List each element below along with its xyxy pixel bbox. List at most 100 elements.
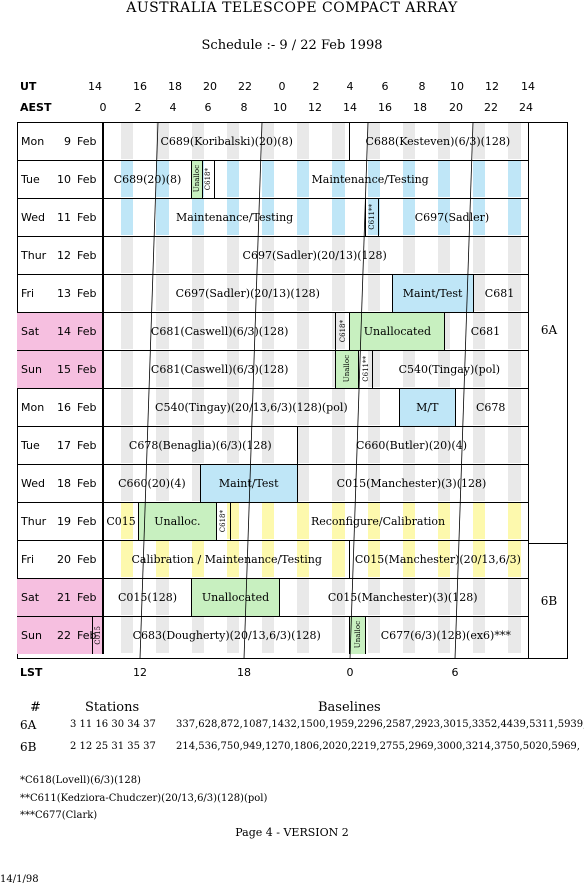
block-label: C015	[106, 514, 136, 528]
day-name: Thur	[21, 514, 47, 528]
time-stripe	[191, 541, 204, 577]
time-stripe	[121, 503, 134, 539]
schedule-row: Wed 18 Feb C660(20)(4) Maint/Test C015(Manche…	[17, 464, 528, 502]
time-stripe	[402, 123, 415, 159]
time-stripe	[437, 503, 451, 539]
block-label: C540(Tingay)(pol)	[398, 362, 501, 376]
schedule-block[interactable]: C015	[92, 616, 103, 654]
schedule-block[interactable]: Reconfigure/Calibration	[229, 502, 526, 540]
time-stripe	[473, 199, 486, 235]
time-stripe	[402, 465, 415, 501]
schedule-block[interactable]: C681	[444, 312, 525, 350]
schedule-block[interactable]: C681(Caswell)(6/3)(128)	[103, 350, 335, 388]
schedule-block[interactable]: C611**	[358, 350, 372, 388]
day-date: 13	[57, 286, 71, 300]
schedule-block[interactable]: C678	[455, 388, 525, 426]
schedule-block[interactable]: C660(20)(4)	[103, 464, 200, 502]
schedule-block[interactable]: Calibration / Maintenance/Testing	[103, 540, 349, 578]
schedule-block[interactable]: C697(Sadler)	[377, 198, 526, 236]
schedule-block[interactable]: C681	[472, 274, 526, 312]
time-stripe	[332, 161, 345, 197]
schedule-block[interactable]: C697(Sadler)(20/13)(128)	[103, 274, 392, 312]
row-divider	[17, 426, 528, 427]
config-6a-label: 6A	[540, 323, 558, 337]
time-stripe	[332, 465, 345, 501]
time-stripe	[226, 351, 239, 387]
schedule-block[interactable]: Maint/Test	[391, 274, 473, 312]
schedule-block[interactable]: C660(Butler)(20)(4)	[296, 426, 526, 464]
schedule-block[interactable]: C677(6/3)(128)(ex6)***	[365, 616, 525, 654]
schedule-block[interactable]: C015	[103, 502, 138, 540]
schedule-block[interactable]: Maint/Test	[199, 464, 297, 502]
schedule-block[interactable]: C618*	[335, 312, 349, 350]
time-stripe	[226, 161, 239, 197]
day-name: Mon	[21, 134, 45, 148]
aest-tick: 16	[378, 101, 392, 114]
time-stripe	[297, 427, 310, 463]
time-stripe	[332, 237, 345, 273]
schedule-block[interactable]: C611**	[365, 198, 377, 236]
schedule-block[interactable]: Unallocated	[349, 312, 445, 350]
block-label: Reconfigure/Calibration	[310, 514, 446, 528]
schedule-row: Thur 12 Feb C697(Sadler)(20/13)(128)	[17, 236, 528, 274]
schedule-block[interactable]: C618*	[201, 160, 214, 198]
time-stripe	[297, 465, 310, 501]
block-label: C015(Manchester)(3)(128)	[327, 590, 478, 604]
schedule-block[interactable]: Maintenance/Testing	[103, 198, 365, 236]
schedule-block[interactable]: C689(Koribalski)(20)(8)	[103, 122, 349, 160]
schedule-block[interactable]: Unallocated	[191, 578, 279, 616]
day-date: 21	[57, 590, 71, 604]
time-stripe	[261, 389, 275, 425]
time-stripe	[332, 503, 345, 539]
day-date: 16	[57, 400, 71, 414]
time-stripe	[508, 123, 521, 159]
schedule-block[interactable]: Unalloc.	[138, 502, 216, 540]
time-stripe	[473, 237, 486, 273]
schedule-block[interactable]: C688(Kesteven)(6/3)(128)	[349, 122, 525, 160]
schedule-block[interactable]: C015(Manchester)(3)(128)	[279, 578, 525, 616]
block-label: C618*	[219, 509, 228, 533]
schedule-block[interactable]: C540(Tingay)(20/13,6/3)(128)(pol)	[103, 388, 399, 426]
schedule-block[interactable]: C618*	[215, 502, 230, 540]
block-label: Maint/Test	[218, 476, 279, 490]
day-month: Feb	[77, 286, 97, 300]
time-stripe	[226, 427, 239, 463]
schedule-block[interactable]: C689(20)(8)	[103, 160, 191, 198]
time-stripe	[191, 617, 204, 653]
time-stripe	[437, 351, 451, 387]
schedule-block[interactable]: C015(128)	[103, 578, 191, 616]
schedule-block[interactable]: Unalloc	[349, 616, 366, 654]
time-stripe	[402, 351, 415, 387]
block-label: C015(128)	[118, 590, 177, 604]
schedule-block[interactable]: C678(Benaglia)(6/3)(128)	[103, 426, 297, 464]
day-month: Feb	[77, 438, 97, 452]
time-stripe	[473, 541, 486, 577]
time-stripe	[437, 579, 451, 615]
time-stripe	[437, 237, 451, 273]
ut-label: UT	[20, 80, 37, 93]
stations-header: Stations	[85, 700, 140, 715]
schedule-block[interactable]: C683(Dougherty)(20/13,6/3)(128)	[103, 616, 349, 654]
time-stripe	[297, 237, 310, 273]
time-stripe	[508, 237, 521, 273]
schedule-block[interactable]: C697(Sadler)(20/13)(128)	[103, 236, 525, 274]
schedule-block[interactable]: C681(Caswell)(6/3)(128)	[103, 312, 335, 350]
schedule-block[interactable]: Unalloc	[335, 350, 359, 388]
schedule-block[interactable]: C540(Tingay)(pol)	[372, 350, 525, 388]
schedule-block[interactable]: M/T	[398, 388, 455, 426]
time-stripe	[367, 579, 380, 615]
time-stripe	[473, 161, 486, 197]
time-stripe	[261, 275, 275, 311]
ut-tick: 6	[381, 80, 389, 93]
time-stripe	[402, 199, 415, 235]
row-divider	[17, 160, 528, 161]
time-stripe	[508, 313, 521, 349]
block-label: C015(Manchester)(3)(128)	[336, 476, 487, 490]
schedule-block[interactable]: Maintenance/Testing	[213, 160, 526, 198]
row-divider	[17, 464, 528, 465]
schedule-block[interactable]: C015(Manchester)(20/13,6/3)	[349, 540, 525, 578]
schedule-block[interactable]: Unalloc	[191, 160, 202, 198]
time-stripe	[297, 389, 310, 425]
row-divider	[17, 236, 528, 237]
schedule-block[interactable]: C015(Manchester)(3)(128)	[296, 464, 526, 502]
